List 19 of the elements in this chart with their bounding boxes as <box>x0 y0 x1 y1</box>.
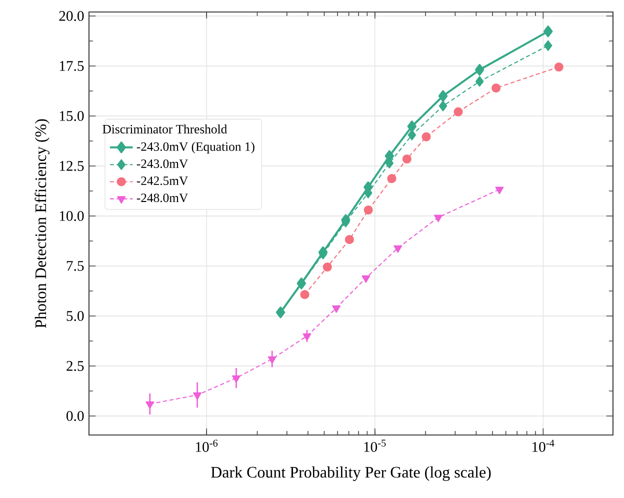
x-axis-title: Dark Count Probability Per Gate (log scale) <box>211 466 491 481</box>
legend-title: Discriminator Threshold <box>102 124 227 134</box>
y-axis-title: Photon Detection Efficiency (%) <box>34 119 50 328</box>
y-tick-label: 10.0 <box>60 211 84 221</box>
legend-label: -243.0mV <box>136 159 188 168</box>
y-tick-label: 17.5 <box>60 61 84 71</box>
y-tick-label: 5.0 <box>66 311 84 321</box>
legend-label: -248.0mV <box>136 194 188 202</box>
legend-label: -243.0mV (Equation 1) <box>136 142 254 154</box>
y-tick-label: 0.0 <box>66 411 84 421</box>
y-tick-label: 12.5 <box>60 161 84 171</box>
x-tick-label: 10$^{-6}$ <box>196 440 218 452</box>
y-tick-label: 15.0 <box>60 111 84 121</box>
legend-label: -242.5mV <box>136 176 188 186</box>
x-tick-label: 10$^{-5}$ <box>364 440 386 452</box>
y-tick-label: 7.5 <box>66 261 84 271</box>
y-tick-label: 2.5 <box>66 361 84 371</box>
y-tick-label: 20.0 <box>59 11 84 21</box>
x-tick-label: 10$^{-4}$ <box>532 440 554 452</box>
